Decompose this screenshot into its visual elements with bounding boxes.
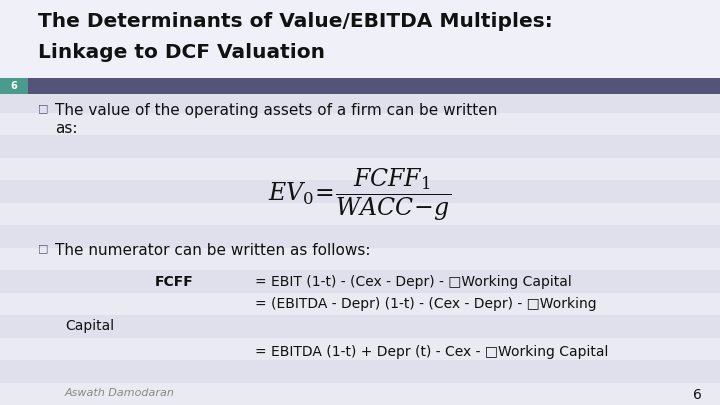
Bar: [0, 78, 28, 94]
Text: Aswath Damodaran: Aswath Damodaran: [65, 388, 175, 398]
Text: = EBITDA (1-t) + Depr (t) - Cex - □Working Capital: = EBITDA (1-t) + Depr (t) - Cex - □Worki…: [255, 345, 608, 359]
Text: Linkage to DCF Valuation: Linkage to DCF Valuation: [38, 43, 325, 62]
Bar: [0, 382, 720, 405]
Bar: [0, 315, 720, 337]
Text: The value of the operating assets of a firm can be written: The value of the operating assets of a f…: [55, 103, 498, 118]
Bar: [0, 180, 720, 202]
Bar: [0, 78, 720, 94]
Text: □: □: [38, 103, 48, 113]
Bar: [0, 202, 720, 225]
Bar: [0, 113, 720, 135]
Bar: [0, 225, 720, 247]
Bar: [0, 337, 720, 360]
Text: 6: 6: [11, 81, 17, 91]
Bar: [0, 45, 720, 68]
Text: $\mathit{EV}_0\!=\!\dfrac{\mathit{FCFF}_1}{\mathit{WACC}\!-\!g}$: $\mathit{EV}_0\!=\!\dfrac{\mathit{FCFF}_…: [269, 167, 451, 223]
Bar: [0, 270, 720, 292]
Text: FCFF: FCFF: [155, 275, 194, 289]
Bar: [0, 23, 720, 45]
Text: = (EBITDA - Depr) (1-t) - (Cex - Depr) - □Working: = (EBITDA - Depr) (1-t) - (Cex - Depr) -…: [255, 297, 597, 311]
Bar: [0, 292, 720, 315]
Text: The Determinants of Value/EBITDA Multiples:: The Determinants of Value/EBITDA Multipl…: [38, 12, 553, 31]
Text: as:: as:: [55, 121, 78, 136]
Bar: [0, 0, 720, 23]
Text: = EBIT (1-t) - (Cex - Depr) - □Working Capital: = EBIT (1-t) - (Cex - Depr) - □Working C…: [255, 275, 572, 289]
Bar: [0, 90, 720, 113]
Bar: [0, 158, 720, 180]
Bar: [0, 247, 720, 270]
Bar: [0, 0, 720, 78]
Bar: [0, 360, 720, 382]
Text: 6: 6: [693, 388, 702, 402]
Text: Capital: Capital: [65, 319, 114, 333]
Text: □: □: [38, 243, 48, 253]
Bar: [0, 135, 720, 158]
Bar: [0, 68, 720, 90]
Text: The numerator can be written as follows:: The numerator can be written as follows:: [55, 243, 371, 258]
